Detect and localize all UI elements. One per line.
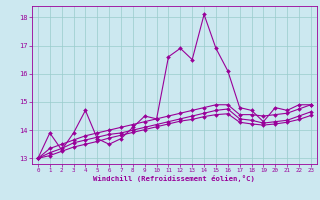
X-axis label: Windchill (Refroidissement éolien,°C): Windchill (Refroidissement éolien,°C) — [93, 175, 255, 182]
